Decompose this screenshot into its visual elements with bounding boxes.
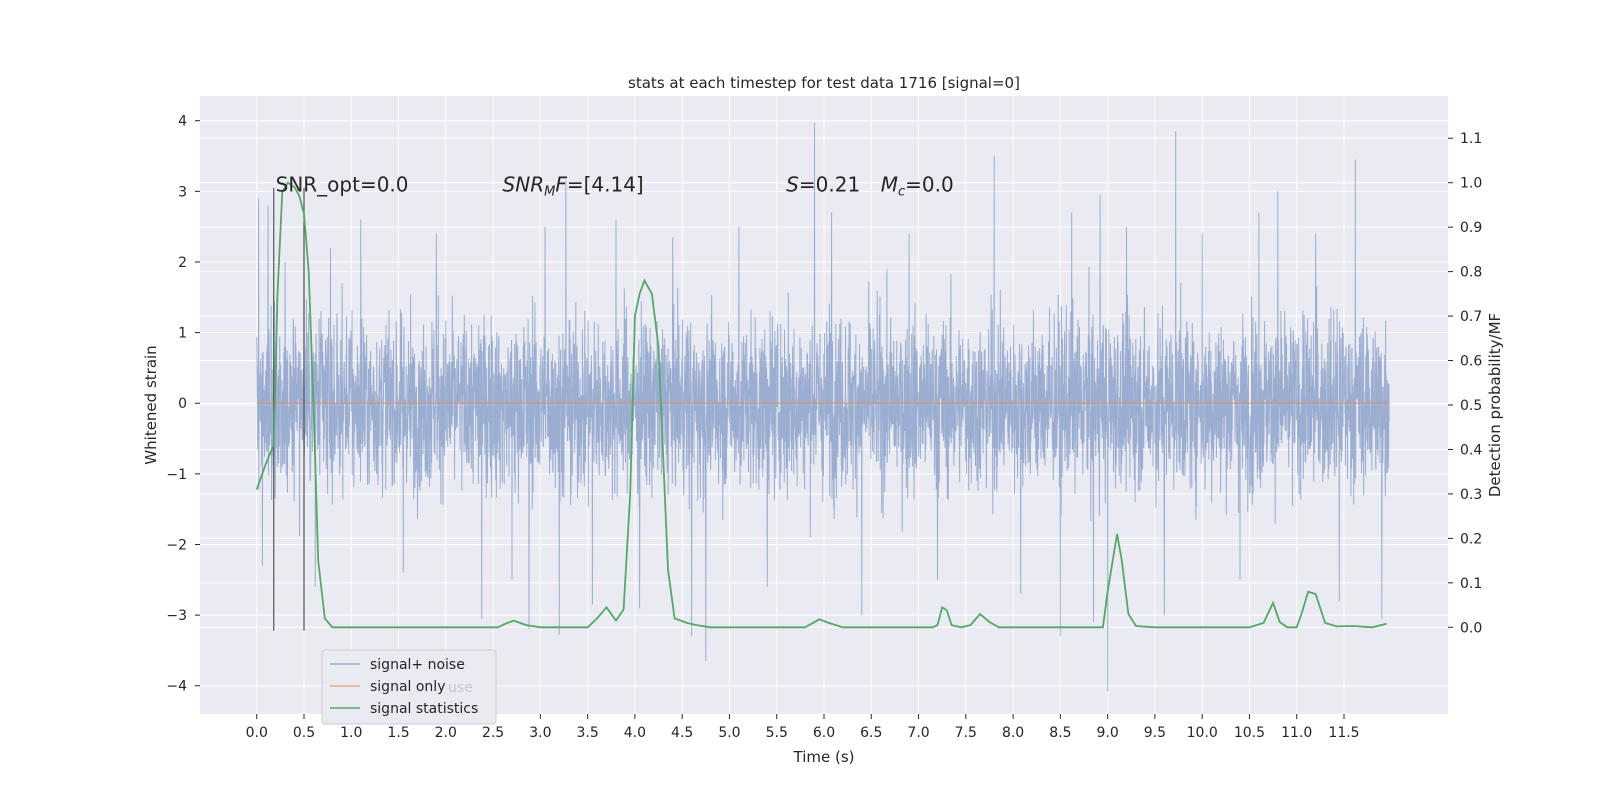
y-left-tick-label: −4	[166, 679, 187, 695]
y-left-tick-label: −2	[166, 537, 187, 553]
annotation-1: SNRMF=[4.14]	[503, 172, 644, 199]
x-tick-label: 10.5	[1234, 725, 1265, 741]
y-left-axis-ticks: −4 −3 −2 −1 0 1 2 3 4	[166, 114, 200, 695]
y-right-tick-label: 0.9	[1460, 220, 1482, 236]
x-axis-ticks: 0.0 0.5 1.0 1.5 2.0 2.5 3.0 3.5 4.0 4.5 5.0 5.5 6.0 6…	[246, 714, 1360, 741]
series-signal-statistics	[255, 181, 1387, 629]
y-axis-label-left: Whitened strain	[142, 345, 160, 464]
annotation-3: Mc=0.0	[881, 172, 954, 199]
y-right-tick-label: 0.1	[1460, 576, 1482, 592]
x-tick-label: 1.5	[387, 725, 409, 741]
y-left-tick-label: 4	[178, 114, 187, 130]
noise-line	[256, 122, 1390, 692]
x-tick-label: 6.5	[860, 725, 882, 741]
x-tick-label: 6.0	[813, 725, 835, 741]
y-left-tick-label: 0	[178, 396, 187, 412]
chart-title: stats at each timestep for test data 171…	[628, 74, 1020, 92]
x-tick-label: 8.0	[1002, 725, 1024, 741]
y-right-tick-label: 1.1	[1460, 131, 1482, 147]
x-axis-label: Time (s)	[793, 748, 855, 766]
x-tick-label: 9.5	[1144, 725, 1166, 741]
annotation-0: SNR_opt=0.0	[276, 172, 409, 196]
annotation-2: S=0.21	[786, 172, 860, 196]
x-tick-label: 7.5	[955, 725, 977, 741]
y-right-tick-label: 0.4	[1460, 442, 1482, 458]
y-right-tick-label: 0.0	[1460, 620, 1482, 636]
x-tick-label: 0.0	[246, 725, 268, 741]
x-tick-label: 0.5	[293, 725, 315, 741]
x-tick-label: 5.5	[766, 725, 788, 741]
x-tick-label: 4.0	[624, 725, 646, 741]
x-tick-label: 11.5	[1328, 725, 1359, 741]
x-tick-label: 7.0	[907, 725, 929, 741]
legend-label-statistics: signal statistics	[370, 701, 478, 717]
x-tick-label: 10.0	[1187, 725, 1218, 741]
y-left-tick-label: −1	[166, 467, 187, 483]
legend-label-noise: signal+ noise	[370, 657, 465, 673]
x-tick-label: 5.0	[718, 725, 740, 741]
x-tick-label: 2.5	[482, 725, 504, 741]
y-right-axis-ticks: 0.0 0.1 0.2 0.3 0.4 0.5 0.6 0.7 0.8 0.9 1.0 1.1	[1448, 131, 1482, 636]
y-right-tick-label: 0.3	[1460, 487, 1482, 503]
y-right-tick-label: 0.6	[1460, 354, 1482, 370]
y-right-tick-label: 0.8	[1460, 265, 1482, 281]
y-left-tick-label: 2	[178, 255, 187, 271]
y-right-tick-label: 1.0	[1460, 176, 1482, 192]
x-tick-label: 4.5	[671, 725, 693, 741]
x-tick-label: 11.0	[1281, 725, 1312, 741]
x-tick-label: 2.0	[435, 725, 457, 741]
legend-box	[321, 649, 497, 725]
y-axis-label-right: Detection probability/MF	[1486, 313, 1504, 497]
statistics-line	[255, 181, 1387, 629]
y-right-tick-label: 0.5	[1460, 398, 1482, 414]
y-right-tick-label: 0.7	[1460, 309, 1482, 325]
x-tick-label: 1.0	[340, 725, 362, 741]
legend-label-signal-only: signal only	[370, 679, 445, 695]
annotations: SNR_opt=0.0 SNRMF=[4.14] S=0.21 Mc=0.0	[276, 172, 954, 199]
y-right-tick-label: 0.2	[1460, 531, 1482, 547]
y-left-tick-label: 1	[178, 326, 187, 342]
x-tick-label: 3.5	[577, 725, 599, 741]
y-left-tick-label: 3	[178, 184, 187, 200]
series-signal-noise	[256, 122, 1390, 692]
legend-ghost-text: use	[448, 680, 473, 696]
legend: use signal+ noise signal only signal sta…	[321, 649, 497, 725]
x-tick-label: 8.5	[1049, 725, 1071, 741]
y-left-tick-label: −3	[166, 608, 187, 624]
x-tick-label: 9.0	[1097, 725, 1119, 741]
x-tick-label: 3.0	[529, 725, 551, 741]
